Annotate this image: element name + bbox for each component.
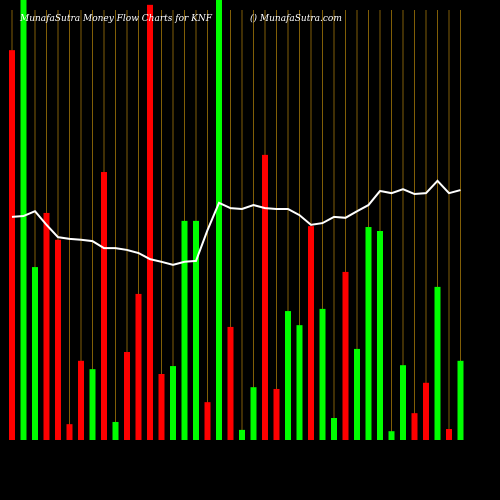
bar xyxy=(55,239,61,440)
bar xyxy=(101,172,107,441)
bar xyxy=(457,360,464,440)
money-flow-line xyxy=(11,179,461,266)
bar xyxy=(43,212,50,440)
bar xyxy=(250,387,257,440)
bar xyxy=(296,325,303,440)
bar xyxy=(308,226,314,440)
bar xyxy=(285,311,291,440)
bar xyxy=(135,293,142,440)
bar xyxy=(147,4,153,441)
bar xyxy=(78,360,84,440)
bar xyxy=(66,424,73,440)
bar xyxy=(124,352,130,440)
bar xyxy=(331,418,337,440)
bar xyxy=(434,286,441,440)
bar xyxy=(193,220,199,440)
chart-subtitle: () MunafaSutra.com xyxy=(250,13,342,24)
bar xyxy=(20,0,27,440)
bar xyxy=(423,382,429,440)
bar xyxy=(400,365,406,440)
bar xyxy=(89,369,96,440)
bar xyxy=(158,374,165,440)
bar xyxy=(227,326,234,440)
chart-title: MunafaSutra Money Flow Charts for KNF xyxy=(19,14,213,24)
bar xyxy=(446,429,452,440)
bar xyxy=(216,0,222,440)
bar xyxy=(319,308,326,440)
bar xyxy=(181,220,188,440)
bar xyxy=(377,231,383,440)
bar xyxy=(239,429,245,440)
bar xyxy=(354,348,360,440)
bar xyxy=(388,431,395,440)
bar xyxy=(262,154,268,440)
bar xyxy=(9,50,15,440)
bar xyxy=(411,413,418,440)
bar xyxy=(112,421,119,440)
bar xyxy=(342,271,349,440)
bar xyxy=(204,402,211,440)
bar xyxy=(32,267,38,440)
bar xyxy=(365,227,372,440)
bar xyxy=(170,366,176,440)
bar xyxy=(273,388,280,440)
